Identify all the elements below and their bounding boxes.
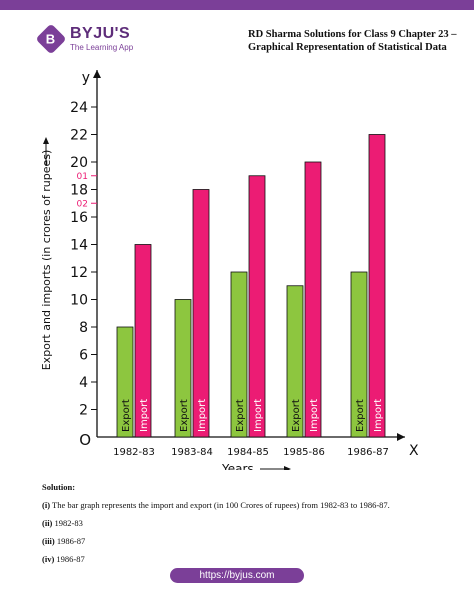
x-axis-arrowhead (397, 433, 405, 441)
bar-import-1982-83 (134, 244, 152, 438)
x-tick-label-1982-83: 1982-83 (113, 447, 155, 458)
x-tick-label-1983-84: 1983-84 (171, 447, 213, 458)
x-axis-title-arrowhead (284, 466, 291, 470)
y-tick-label-5: 12 (70, 265, 88, 281)
extra-tick-label-1: 02 (77, 199, 88, 209)
x-tick-label-1984-85: 1984-85 (227, 447, 269, 458)
bar-label-export-1986-87: Export (355, 399, 366, 432)
solution-item-1: (i) The bar graph represents the import … (42, 500, 390, 510)
bar-label-import-1984-85: Import (253, 399, 264, 432)
y-tick-label-9: 20 (70, 155, 88, 171)
x-tick-label-1985-86: 1985-86 (283, 447, 325, 458)
y-tick-label-11: 24 (70, 100, 88, 116)
document-title: RD Sharma Solutions for Class 9 Chapter … (248, 28, 470, 54)
y-tick-label-3: 8 (79, 320, 88, 336)
brand-tagline: The Learning App (70, 43, 134, 52)
bar-export-1983-84 (174, 299, 192, 438)
y-axis-letter: y (82, 70, 90, 86)
brand-logo: B BYJU'S The Learning App (35, 23, 134, 55)
y-axis-title-arrowhead (43, 137, 49, 144)
document-title-line2: Graphical Representation of Statistical … (248, 42, 447, 53)
bar-export-1982-83 (116, 326, 134, 438)
y-tick-label-1: 4 (79, 375, 88, 391)
x-axis-title: Years (221, 462, 254, 470)
top-accent-bar (0, 0, 474, 10)
y-tick-label-7: 16 (70, 210, 88, 226)
bar-label-import-1982-83: Import (139, 399, 150, 432)
x-axis-letter: X (409, 443, 419, 459)
bar-import-1986-87 (368, 134, 386, 438)
y-tick-label-2: 6 (79, 348, 88, 364)
bar-import-1983-84 (192, 189, 210, 438)
bar-export-1984-85 (230, 271, 248, 438)
bar-import-1985-86 (304, 161, 322, 438)
x-tick-label-1986-87: 1986-87 (347, 447, 389, 458)
brand-name: BYJU'S (70, 25, 131, 42)
bar-label-export-1983-84: Export (179, 399, 190, 432)
y-axis-title: Export and imports (in crores of rupees) (40, 150, 53, 371)
byjus-logo-icon: B (35, 23, 67, 55)
bar-export-1986-87 (350, 271, 368, 438)
solution-section: Solution: (i) The bar graph represents t… (42, 482, 452, 572)
origin-label: O (79, 431, 91, 449)
y-tick-label-6: 14 (70, 238, 88, 254)
solution-heading: Solution: (42, 482, 76, 492)
document-title-line1: RD Sharma Solutions for Class 9 Chapter … (248, 29, 457, 40)
bar-label-export-1984-85: Export (235, 399, 246, 432)
y-tick-label-0: 2 (79, 403, 88, 419)
bar-label-import-1983-84: Import (197, 399, 208, 432)
y-tick-label-4: 10 (70, 293, 88, 309)
footer-url-link[interactable]: https://byjus.com (170, 568, 304, 583)
bar-label-export-1982-83: Export (121, 399, 132, 432)
y-axis-arrowhead (93, 70, 101, 78)
y-tick-label-10: 22 (70, 128, 88, 144)
solution-item-2: (ii) 1982-83 (42, 518, 83, 528)
solution-item-3: (iii) 1986-87 (42, 536, 86, 546)
bar-label-import-1986-87: Import (373, 399, 384, 432)
bar-import-1984-85 (248, 175, 266, 438)
solution-item-4: (iv) 1986-87 (42, 554, 85, 564)
bar-export-1985-86 (286, 285, 304, 438)
extra-tick-label-0: 01 (77, 172, 88, 182)
bar-label-export-1985-86: Export (291, 399, 302, 432)
bar-label-import-1985-86: Import (309, 399, 320, 432)
y-tick-label-8: 18 (70, 183, 88, 199)
